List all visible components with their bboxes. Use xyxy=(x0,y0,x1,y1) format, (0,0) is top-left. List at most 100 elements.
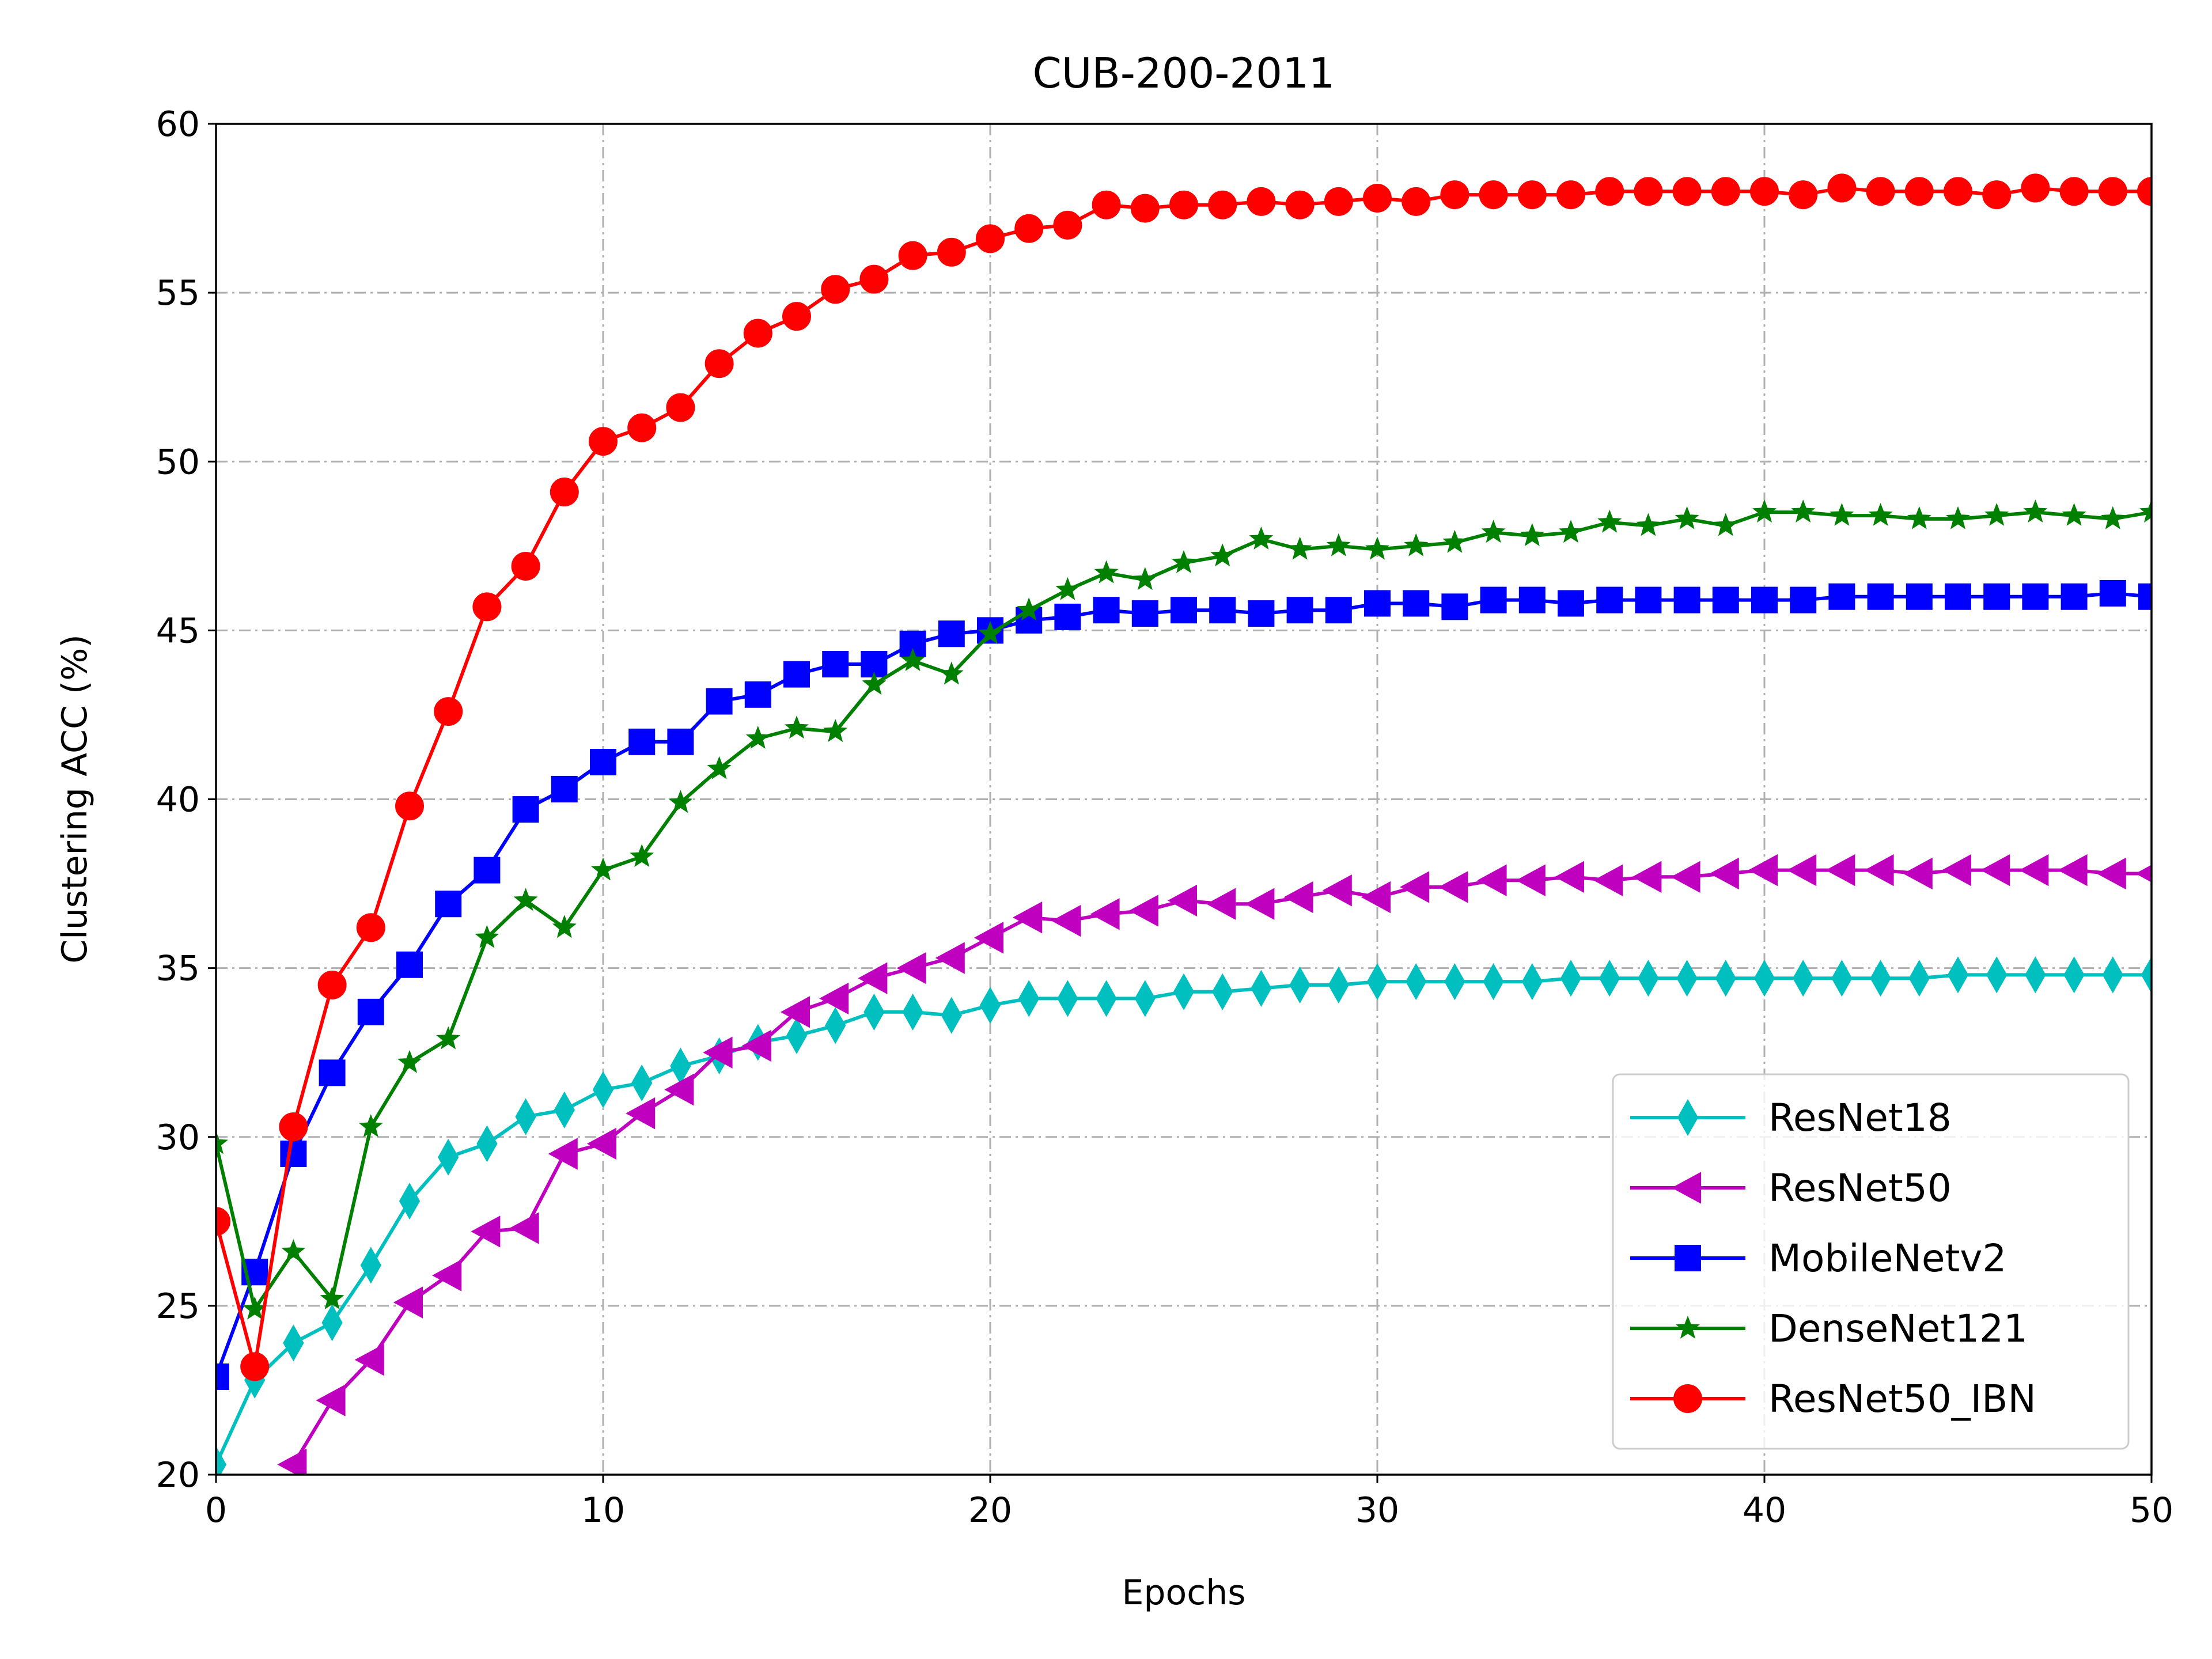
data-point xyxy=(550,478,579,507)
data-point xyxy=(1944,177,1972,206)
data-point xyxy=(317,970,347,999)
data-point xyxy=(399,1183,421,1220)
legend-marker xyxy=(1675,1315,1700,1339)
data-point xyxy=(395,791,424,821)
data-point xyxy=(358,1114,383,1137)
legend-box xyxy=(1612,1073,2130,1450)
data-point xyxy=(1440,180,1469,210)
data-point xyxy=(1324,187,1353,216)
legend-label: MobileNetv2 xyxy=(1768,1236,2006,1281)
data-point xyxy=(283,1324,304,1362)
data-point xyxy=(1675,506,1699,529)
data-point xyxy=(1868,502,1893,526)
series-resnet18 xyxy=(216,956,2152,1475)
data-point xyxy=(1867,583,1894,610)
data-point xyxy=(2019,854,2049,887)
data-point xyxy=(1864,854,1894,887)
data-point xyxy=(471,1215,501,1248)
data-point xyxy=(1560,960,1582,997)
data-point xyxy=(216,1131,229,1154)
y-tick-label: 60 xyxy=(156,104,200,145)
data-point xyxy=(1752,499,1777,523)
data-point xyxy=(1014,214,1044,243)
data-point xyxy=(1090,898,1120,930)
data-point xyxy=(1907,506,1931,529)
data-point xyxy=(1596,586,1623,613)
y-tick-label: 20 xyxy=(156,1455,200,1495)
data-point xyxy=(512,796,539,823)
data-point xyxy=(1518,586,1546,613)
data-point xyxy=(822,651,849,677)
data-point xyxy=(1825,854,1855,887)
data-point xyxy=(1366,963,1388,1001)
data-point xyxy=(1870,960,1891,997)
data-point xyxy=(1866,177,1895,206)
legend-label: ResNet50 xyxy=(1768,1166,1952,1210)
data-point xyxy=(472,592,502,622)
data-point xyxy=(1444,963,1465,1001)
data-point xyxy=(1406,963,1427,1001)
data-point xyxy=(1672,177,1702,206)
data-point xyxy=(704,349,734,378)
data-point xyxy=(515,1098,536,1135)
data-point xyxy=(1481,520,1506,543)
data-point xyxy=(626,1097,656,1130)
data-point xyxy=(1904,177,1934,206)
legend-marker xyxy=(1673,1384,1702,1413)
x-tick-label: 50 xyxy=(2130,1490,2173,1531)
data-point xyxy=(1903,857,1933,890)
data-point xyxy=(1017,597,1041,621)
data-point xyxy=(396,951,423,978)
data-point xyxy=(552,915,577,938)
data-point xyxy=(1364,590,1391,617)
data-point xyxy=(898,241,927,270)
data-point xyxy=(1093,597,1120,624)
data-point xyxy=(2139,499,2152,523)
data-point xyxy=(1285,190,1315,219)
data-point xyxy=(631,1064,653,1101)
data-point xyxy=(1169,190,1198,219)
data-point xyxy=(741,1029,771,1062)
data-point xyxy=(1171,597,1197,624)
data-point xyxy=(1289,966,1310,1003)
data-point xyxy=(590,857,616,881)
x-tick-label: 30 xyxy=(1355,1490,1399,1531)
data-point xyxy=(1245,888,1275,920)
data-point xyxy=(1597,509,1622,533)
data-point xyxy=(548,1138,578,1170)
data-point xyxy=(821,275,850,304)
data-point xyxy=(1636,513,1661,536)
data-point xyxy=(1055,577,1080,600)
data-point xyxy=(979,987,1001,1024)
data-point xyxy=(2061,583,2088,610)
data-point xyxy=(630,844,654,867)
data-point xyxy=(1480,586,1507,613)
data-point xyxy=(1096,980,1117,1017)
data-point xyxy=(280,1141,307,1168)
data-point xyxy=(1521,963,1543,1001)
data-point xyxy=(2059,177,2089,206)
legend-item: MobileNetv2 xyxy=(1630,1236,2006,1281)
data-point xyxy=(1787,854,1817,887)
data-point xyxy=(432,1259,462,1291)
data-point xyxy=(1325,597,1352,624)
data-point xyxy=(1715,960,1736,997)
legend-item: DenseNet121 xyxy=(1630,1306,2028,1351)
series-mobilenetv2 xyxy=(216,579,2152,1390)
data-point xyxy=(939,661,964,685)
data-point xyxy=(1558,520,1584,543)
data-point xyxy=(513,888,538,911)
data-point xyxy=(1713,513,1738,536)
data-point xyxy=(1671,861,1700,893)
data-point xyxy=(476,1125,498,1162)
data-point xyxy=(902,993,923,1031)
data-point xyxy=(703,1036,733,1069)
data-point xyxy=(1404,533,1429,556)
data-point xyxy=(2137,177,2152,206)
data-point xyxy=(438,1138,459,1176)
data-point xyxy=(823,719,848,743)
data-point xyxy=(1983,583,2010,610)
data-point xyxy=(397,1050,422,1073)
data-point xyxy=(1212,973,1233,1010)
data-point xyxy=(1210,543,1235,567)
